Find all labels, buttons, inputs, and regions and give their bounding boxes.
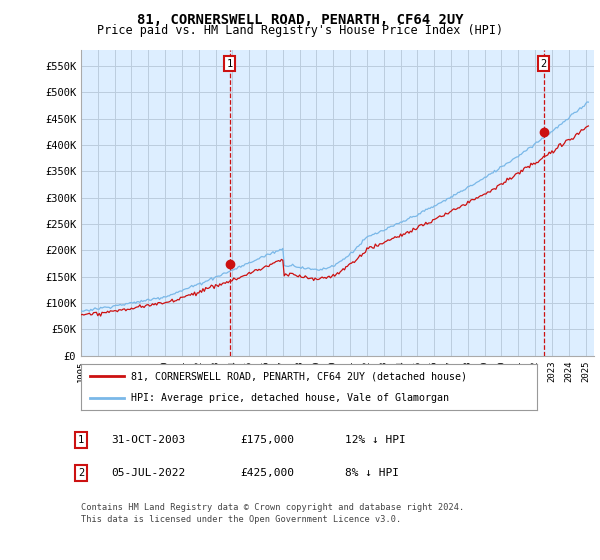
- Text: Price paid vs. HM Land Registry's House Price Index (HPI): Price paid vs. HM Land Registry's House …: [97, 24, 503, 36]
- Text: 2: 2: [78, 468, 84, 478]
- Text: This data is licensed under the Open Government Licence v3.0.: This data is licensed under the Open Gov…: [81, 515, 401, 524]
- Text: £425,000: £425,000: [240, 468, 294, 478]
- Text: £175,000: £175,000: [240, 435, 294, 445]
- Text: 81, CORNERSWELL ROAD, PENARTH, CF64 2UY: 81, CORNERSWELL ROAD, PENARTH, CF64 2UY: [137, 13, 463, 27]
- Text: 12% ↓ HPI: 12% ↓ HPI: [345, 435, 406, 445]
- Text: HPI: Average price, detached house, Vale of Glamorgan: HPI: Average price, detached house, Vale…: [131, 393, 449, 403]
- Text: 2: 2: [541, 59, 547, 68]
- Text: Contains HM Land Registry data © Crown copyright and database right 2024.: Contains HM Land Registry data © Crown c…: [81, 503, 464, 512]
- Text: 81, CORNERSWELL ROAD, PENARTH, CF64 2UY (detached house): 81, CORNERSWELL ROAD, PENARTH, CF64 2UY …: [131, 371, 467, 381]
- Text: 8% ↓ HPI: 8% ↓ HPI: [345, 468, 399, 478]
- Text: 05-JUL-2022: 05-JUL-2022: [111, 468, 185, 478]
- Text: 1: 1: [78, 435, 84, 445]
- Text: 31-OCT-2003: 31-OCT-2003: [111, 435, 185, 445]
- Text: 1: 1: [226, 59, 233, 68]
